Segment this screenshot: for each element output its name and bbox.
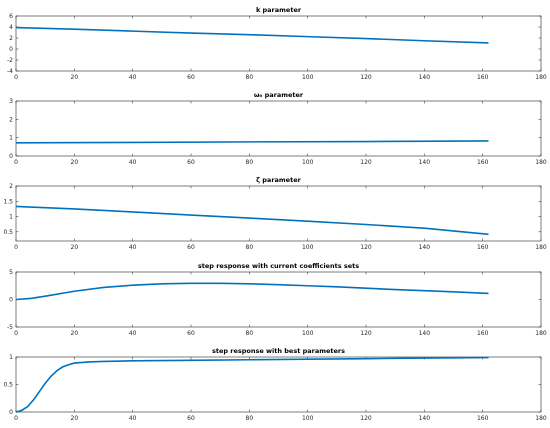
x-tick-label: 140 (419, 244, 431, 251)
x-tick-label: 140 (419, 159, 431, 166)
y-tick-label: 1 (9, 214, 13, 221)
x-tick-label: 160 (477, 330, 489, 337)
y-tick-label: 1 (9, 354, 13, 361)
x-tick-label: 60 (187, 74, 195, 81)
x-tick-label: 0 (14, 159, 18, 166)
x-tick-label: 180 (535, 159, 547, 166)
y-tick-label: 1 (9, 135, 13, 142)
x-tick-label: 100 (302, 244, 314, 251)
axes-box (15, 185, 542, 242)
x-tick-label: 20 (71, 330, 79, 337)
x-tick-label: 40 (129, 330, 137, 337)
y-tick-label: 2 (9, 35, 13, 42)
y-tick-label: 4 (9, 24, 13, 31)
series-line-1 (15, 205, 489, 236)
x-tick-label: 40 (129, 415, 137, 422)
y-tick-label: 0.5 (3, 229, 13, 236)
x-tick-label: 80 (246, 244, 254, 251)
x-tick-label: 120 (360, 74, 372, 81)
subplot-5: step response with best parameters 0 20 40 6… (3, 347, 546, 422)
axes-box (15, 271, 542, 328)
x-tick-label: 180 (535, 415, 547, 422)
subplot-title: k parameter (256, 6, 302, 14)
x-tick-label: 60 (187, 330, 195, 337)
x-tick-label: 0 (14, 244, 18, 251)
x-tick-label: 180 (535, 74, 547, 81)
x-tick-label: 140 (419, 330, 431, 337)
series-line-1 (15, 26, 489, 44)
x-tick-label: 140 (419, 415, 431, 422)
x-tick-label: 0 (14, 415, 18, 422)
x-tick-label: 40 (129, 159, 137, 166)
x-tick-label: 160 (477, 159, 489, 166)
x-tick-label: 60 (187, 415, 195, 422)
x-tick-label: 0 (14, 330, 18, 337)
axes-box (15, 356, 542, 413)
x-tick-label: 100 (302, 330, 314, 337)
y-tick-label: 0 (9, 297, 13, 304)
y-tick-label: 6 (9, 13, 13, 20)
x-tick-label: 40 (129, 244, 137, 251)
series-line-1 (15, 356, 489, 413)
x-tick-label: 80 (246, 415, 254, 422)
subplot-1: k parameter 0 20 40 60 80 100 120 140 160 180 -4 -2 0… (7, 6, 547, 81)
x-tick-label: 80 (246, 330, 254, 337)
subplot-2: ω₀ parameter 0 20 40 60 80 100 120 140 160 180 0 1 2 3 (9, 91, 547, 166)
y-tick-label: -2 (7, 57, 13, 64)
x-tick-label: 100 (302, 159, 314, 166)
x-tick-label: 60 (187, 159, 195, 166)
x-tick-label: 0 (14, 74, 18, 81)
y-tick-label: 1.5 (3, 198, 13, 205)
subplot-title: ζ parameter (256, 176, 301, 184)
y-tick-label: 0 (9, 46, 13, 53)
x-tick-label: 160 (477, 74, 489, 81)
x-tick-label: 60 (187, 244, 195, 251)
y-tick-label: 5 (9, 269, 13, 276)
x-tick-label: 160 (477, 244, 489, 251)
x-tick-label: 100 (302, 74, 314, 81)
x-tick-label: 20 (71, 415, 79, 422)
x-tick-label: 120 (360, 159, 372, 166)
x-tick-label: 100 (302, 415, 314, 422)
x-tick-label: 140 (419, 74, 431, 81)
y-tick-label: -4 (7, 68, 13, 75)
series-line-1 (15, 282, 489, 301)
series-line-1 (15, 140, 489, 144)
x-tick-label: 160 (477, 415, 489, 422)
y-tick-label: 2 (9, 183, 13, 190)
axes-box (15, 15, 542, 72)
axes-box (15, 100, 542, 157)
subplot-3: ζ parameter 0 20 40 60 80 100 120 140 160 180 0.5 1 1… (3, 176, 546, 251)
subplot-4: step response with current coefficients … (7, 262, 547, 337)
subplot-title: step response with best parameters (212, 347, 345, 355)
x-tick-label: 120 (360, 415, 372, 422)
x-tick-label: 20 (71, 74, 79, 81)
y-tick-label: -5 (7, 324, 13, 331)
y-tick-label: 2 (9, 116, 13, 123)
subplot-title: ω₀ parameter (254, 91, 304, 99)
x-tick-label: 120 (360, 330, 372, 337)
y-tick-label: 0.5 (3, 382, 13, 389)
x-tick-label: 80 (246, 159, 254, 166)
x-tick-label: 180 (535, 244, 547, 251)
x-tick-label: 20 (71, 159, 79, 166)
x-tick-label: 20 (71, 244, 79, 251)
y-tick-label: 3 (9, 98, 13, 105)
x-tick-label: 80 (246, 74, 254, 81)
x-tick-label: 40 (129, 74, 137, 81)
x-tick-label: 180 (535, 330, 547, 337)
x-tick-label: 120 (360, 244, 372, 251)
y-tick-label: 0 (9, 409, 13, 416)
y-tick-label: 0 (9, 153, 13, 160)
subplot-title: step response with current coefficients … (198, 262, 359, 270)
